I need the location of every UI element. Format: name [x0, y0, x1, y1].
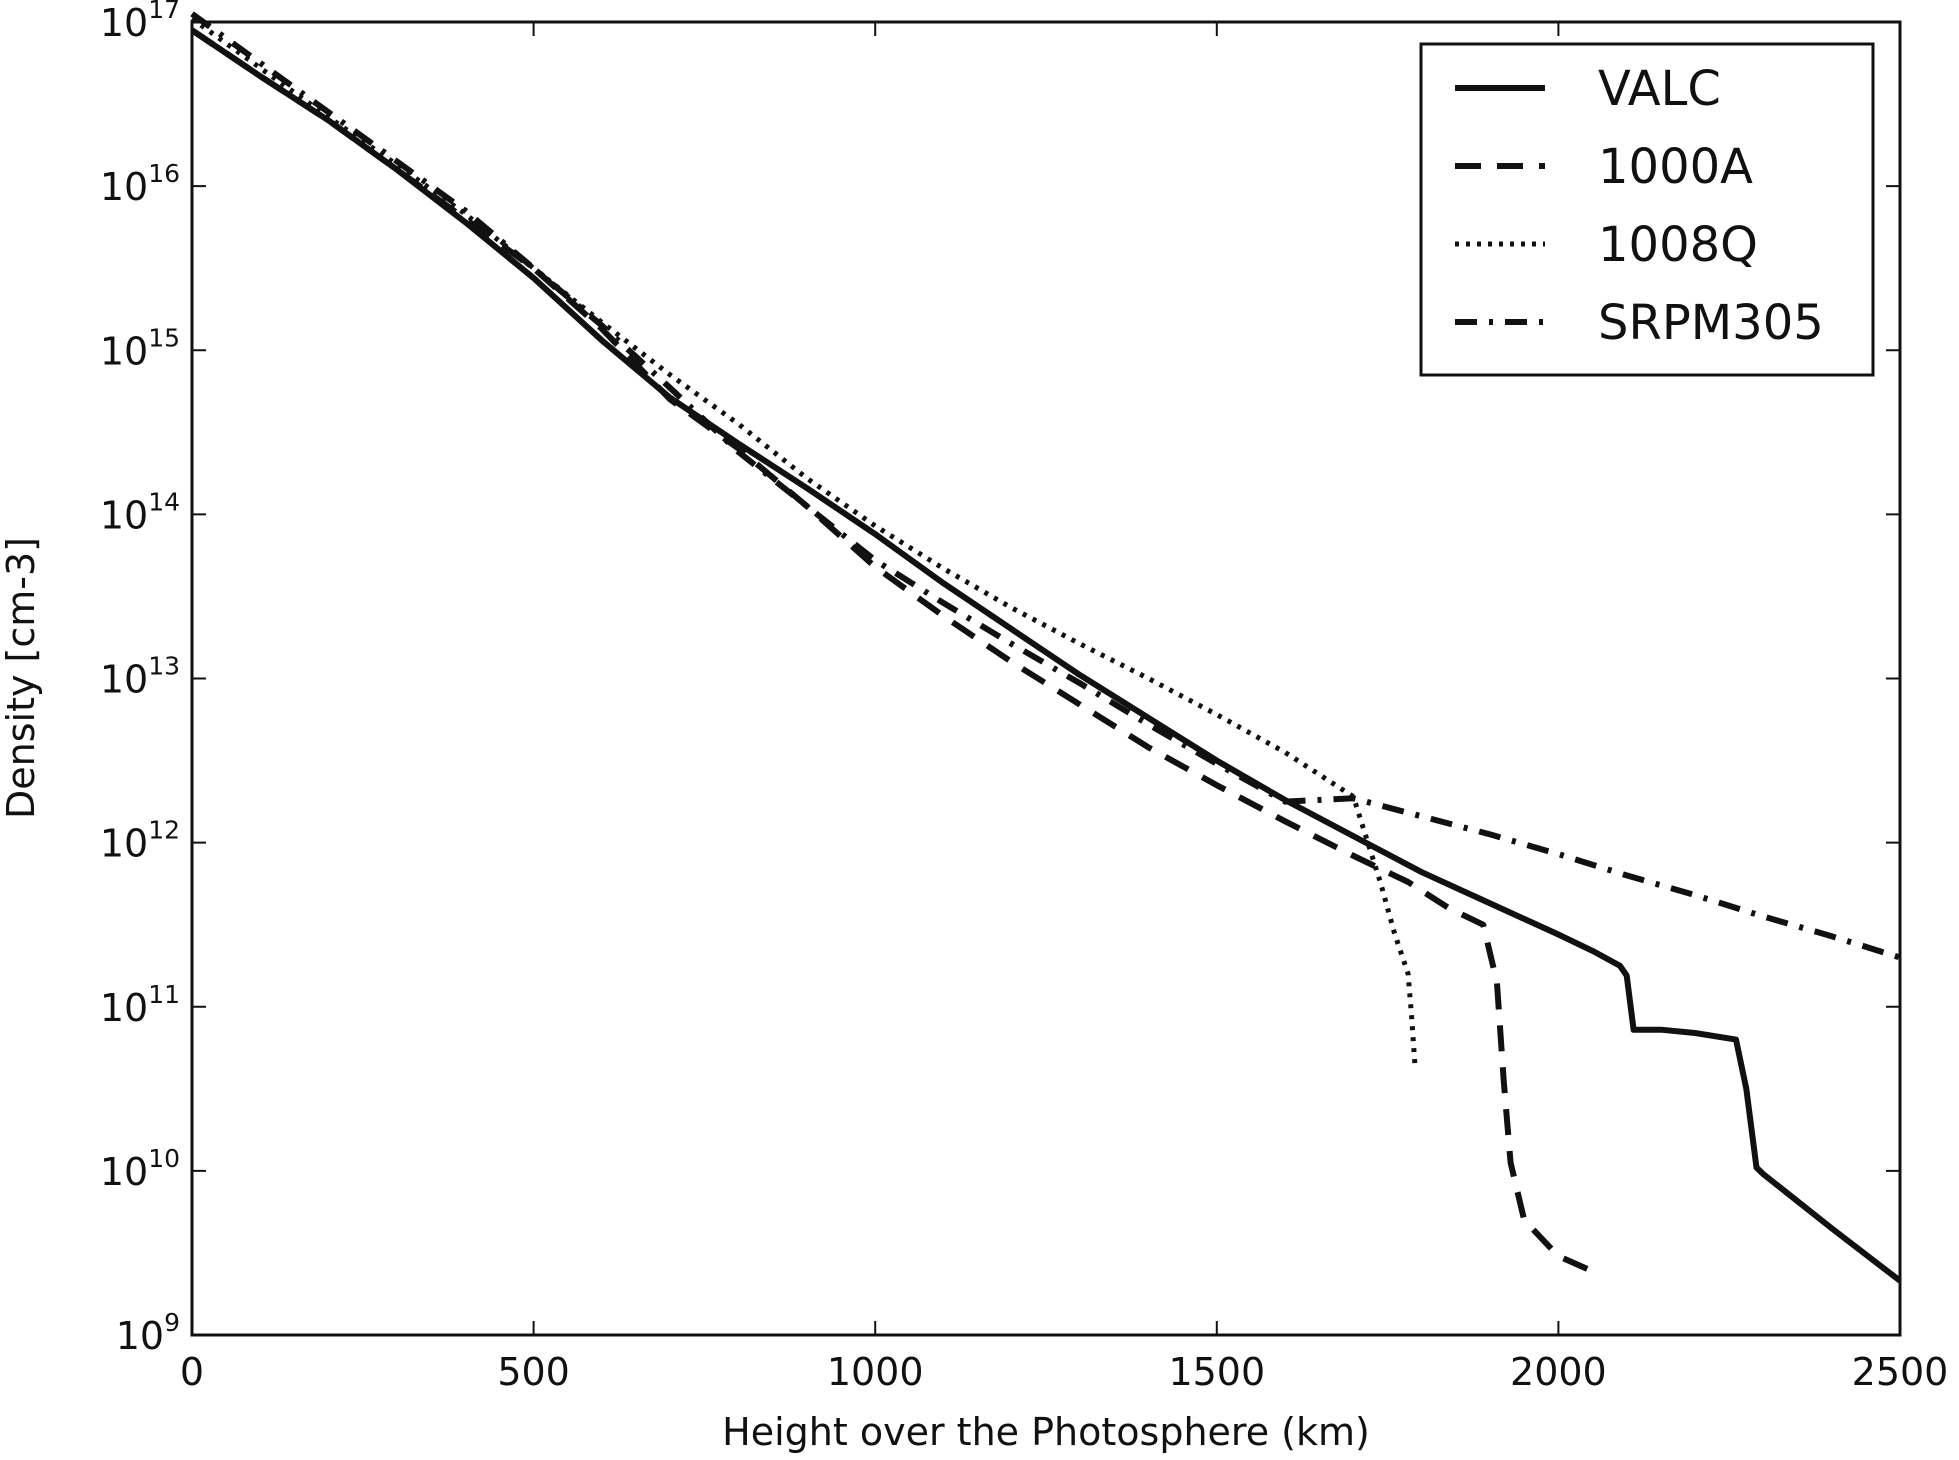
series-line-srpm305	[190, 11, 1901, 961]
y-tick-exponent: 11	[148, 980, 180, 1009]
legend-label-srpm305: SRPM305	[1598, 295, 1824, 351]
y-tick-exponent: 13	[148, 652, 180, 681]
y-tick-base: 10	[116, 1314, 164, 1358]
legend-label-1008q: 1008Q	[1598, 217, 1758, 273]
y-tick-label: 1011	[100, 980, 180, 1030]
y-tick-base: 10	[100, 986, 148, 1030]
y-tick-label: 1013	[100, 652, 180, 702]
x-tick-label: 1500	[1168, 1350, 1265, 1394]
y-tick-label: 109	[116, 1308, 180, 1358]
y-tick-exponent: 15	[148, 323, 180, 352]
y-tick-base: 10	[100, 329, 148, 373]
y-tick-label: 1014	[100, 487, 180, 537]
y-axis-label: Density [cm-3]	[0, 537, 43, 819]
y-tick-exponent: 17	[148, 0, 180, 24]
legend-box	[1419, 42, 1875, 377]
y-tick-label: 1012	[100, 816, 180, 866]
y-tick-label: 1010	[100, 1144, 180, 1194]
y-tick-base: 10	[100, 822, 148, 866]
y-tick-label: 1016	[100, 159, 180, 209]
legend-label-valc: VALC	[1598, 61, 1721, 117]
x-tick-label: 1000	[827, 1350, 924, 1394]
plot-lines	[190, 11, 1902, 1284]
legend: VALC 1000A 1008Q SRPM305	[1419, 42, 1875, 377]
y-tick-exponent: 12	[148, 816, 180, 845]
x-tick-label: 500	[497, 1350, 570, 1394]
x-axis: 0 500 1000 1500 2000 2500	[180, 22, 1948, 1394]
series-line-1000a	[190, 27, 1601, 1278]
y-tick-label: 1017	[100, 0, 180, 45]
x-axis-label: Height over the Photosphere (km)	[722, 1410, 1370, 1454]
x-tick-label: 2000	[1510, 1350, 1607, 1394]
y-tick-exponent: 10	[148, 1144, 180, 1173]
y-tick-base: 10	[100, 1, 148, 45]
x-tick-label: 0	[180, 1350, 204, 1394]
y-tick-exponent: 14	[148, 487, 180, 516]
y-tick-exponent: 16	[148, 159, 180, 188]
y-tick-exponent: 9	[164, 1308, 180, 1337]
y-tick-base: 10	[100, 658, 148, 702]
series-line-1008q	[190, 16, 1418, 1065]
y-tick-base: 10	[100, 1150, 148, 1194]
x-tick-label: 2500	[1852, 1350, 1949, 1394]
legend-label-1000a: 1000A	[1598, 139, 1753, 195]
y-tick-base: 10	[100, 493, 148, 537]
y-tick-label: 1015	[100, 323, 180, 373]
y-tick-base: 10	[100, 165, 148, 209]
